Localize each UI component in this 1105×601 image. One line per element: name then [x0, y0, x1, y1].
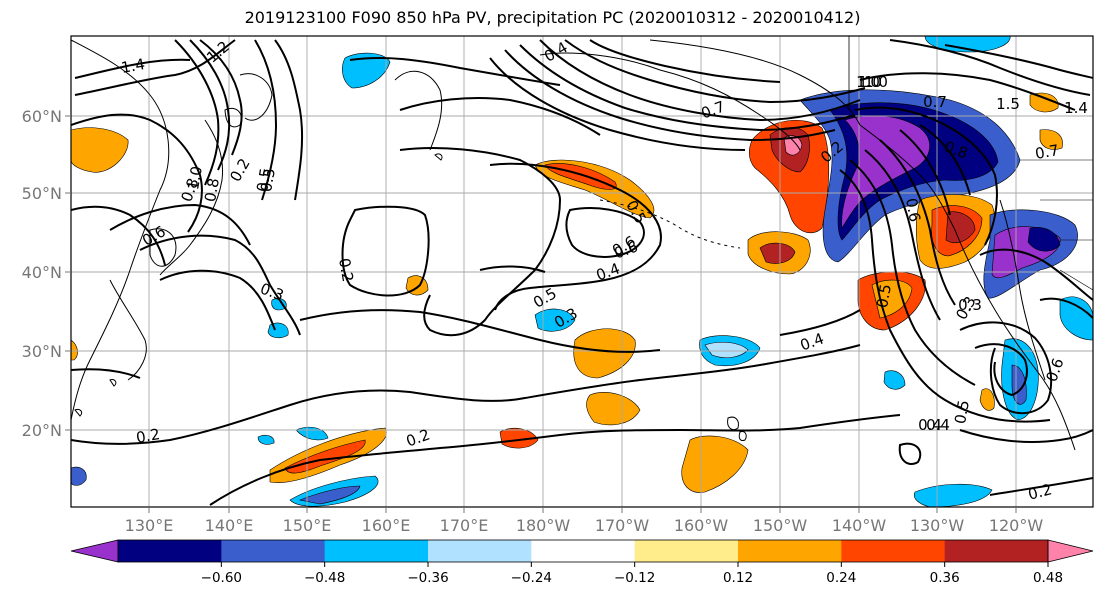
contour-label: 0.3	[958, 296, 982, 314]
colorbar: −0.60 −0.48 −0.36 −0.24 −0.12 0.12 0.24 0.36 0.4…	[70, 539, 1094, 586]
lat-label: 60°N	[22, 107, 62, 126]
colorbar-extend-min	[70, 539, 119, 563]
contour-label: 0.5	[951, 399, 973, 426]
lat-label: 20°N	[22, 421, 62, 440]
contour-label: 0.4	[918, 416, 942, 434]
colorbar-tick-label: −0.12	[614, 570, 655, 586]
colorbar-segment	[221, 540, 326, 562]
lon-label: 150°W	[753, 516, 808, 535]
contour-label: 0.2	[1026, 480, 1054, 504]
lon-label: 160°E	[362, 516, 411, 535]
lat-label: 40°N	[22, 263, 62, 282]
lon-label: 170°E	[440, 516, 489, 535]
contour-label: 0.2	[135, 425, 162, 447]
contour-label: 0.8	[201, 177, 223, 204]
colorbar-tick-label: 0.36	[930, 570, 960, 586]
longitude-labels: 130°E 140°E 150°E 160°E 170°E 180°W 170°W 160°W…	[125, 507, 1044, 535]
latitude-labels: 60°N 50°N 40°N 30°N 20°N	[22, 107, 71, 440]
contour-label: 1.5	[996, 95, 1020, 113]
contour-label: 0.5	[873, 283, 895, 310]
contour-label: 1.0	[864, 73, 888, 91]
lat-label: 30°N	[22, 342, 62, 361]
contour-label: 0.7	[1034, 141, 1061, 163]
lon-label: 120°W	[989, 516, 1044, 535]
contour-label: 0.7	[923, 93, 947, 111]
colorbar-segment	[531, 540, 636, 562]
colorbar-segment	[324, 540, 429, 562]
colorbar-tick-label: 0.48	[1033, 570, 1063, 586]
contour-label: 0.5	[257, 167, 279, 194]
lon-label: 170°W	[595, 516, 650, 535]
colorbar-tick-label: −0.24	[511, 570, 552, 586]
colorbar-frame	[117, 539, 1049, 563]
colorbar-segment	[738, 540, 842, 562]
colorbar-tick-label: −0.60	[201, 570, 242, 586]
contour-label: 1.0	[858, 73, 882, 91]
colorbar-segment	[944, 540, 1049, 562]
lon-label: 150°E	[283, 516, 332, 535]
contour-label: 1.0	[184, 165, 206, 192]
contour-label: 0.4	[926, 416, 950, 434]
colorbar-extend-max	[1047, 539, 1094, 563]
contour-label: 0.6	[902, 197, 924, 224]
contour-label: 1.4	[1064, 99, 1088, 117]
colorbar-tick-label: −0.48	[304, 570, 345, 586]
lon-label: 140°E	[205, 516, 254, 535]
lon-label: 130°E	[125, 516, 174, 535]
colorbar-segment	[428, 540, 532, 562]
colorbar-segment	[634, 540, 739, 562]
colorbar-tick-label: −0.36	[407, 570, 448, 586]
lon-label: 130°W	[910, 516, 965, 535]
contour-label: 0.5	[253, 167, 275, 194]
contour-label: 0.2	[335, 257, 357, 284]
colorbar-tick-label: 0.12	[723, 570, 753, 586]
lon-label: 140°W	[832, 516, 887, 535]
colorbar-segment	[841, 540, 946, 562]
pv-contours	[71, 39, 1093, 506]
colorbar-tick-label: 0.24	[826, 570, 856, 586]
map-title: 2019123100 F090 850 hPa PV, precipitatio…	[244, 8, 861, 27]
lat-label: 50°N	[22, 184, 62, 203]
contour-label: 1.4	[120, 55, 147, 77]
lon-label: 160°W	[674, 516, 729, 535]
lon-label: 180°W	[516, 516, 571, 535]
colorbar-segment	[118, 540, 222, 562]
contour-label: 1.0	[856, 73, 880, 91]
